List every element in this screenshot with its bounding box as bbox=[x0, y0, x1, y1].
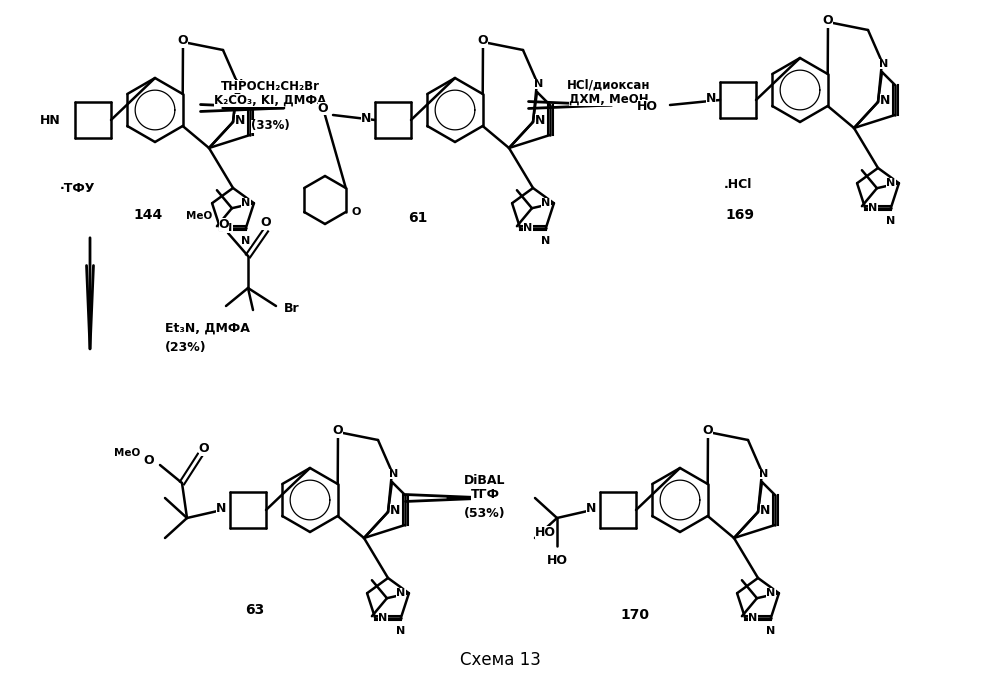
Text: N: N bbox=[361, 112, 371, 125]
Text: 61: 61 bbox=[409, 211, 428, 225]
Text: HO: HO bbox=[637, 99, 658, 112]
Text: Et₃N, ДМФА: Et₃N, ДМФА bbox=[165, 321, 250, 334]
Text: N: N bbox=[541, 236, 550, 246]
Text: N: N bbox=[886, 178, 895, 188]
Text: (33%): (33%) bbox=[251, 119, 290, 133]
Text: ДХМ, MeOH: ДХМ, MeOH bbox=[569, 93, 648, 106]
Text: O: O bbox=[702, 424, 713, 437]
Text: DiBAL: DiBAL bbox=[465, 473, 505, 486]
Text: Br: Br bbox=[284, 302, 300, 315]
Text: O: O bbox=[178, 35, 189, 48]
Text: O: O bbox=[352, 207, 362, 217]
Text: N: N bbox=[886, 216, 895, 226]
Text: N: N bbox=[868, 203, 878, 212]
Text: 144: 144 bbox=[134, 208, 163, 222]
Text: N: N bbox=[390, 469, 399, 479]
Text: N: N bbox=[879, 59, 889, 69]
Text: N: N bbox=[397, 588, 406, 598]
Text: N: N bbox=[748, 613, 757, 623]
Text: HO: HO bbox=[546, 554, 567, 567]
Text: HN: HN bbox=[40, 114, 61, 127]
Text: N: N bbox=[766, 588, 775, 598]
Text: O: O bbox=[261, 217, 272, 229]
Text: MeO: MeO bbox=[114, 448, 140, 458]
Text: N: N bbox=[759, 469, 768, 479]
Text: (23%): (23%) bbox=[165, 341, 207, 355]
Text: N: N bbox=[585, 501, 596, 515]
Text: N: N bbox=[535, 114, 545, 127]
Text: N: N bbox=[880, 93, 890, 106]
Text: K₂CO₃, KI, ДМФА: K₂CO₃, KI, ДМФА bbox=[214, 93, 326, 106]
Text: N: N bbox=[541, 198, 550, 208]
Text: THPOCH₂CH₂Br: THPOCH₂CH₂Br bbox=[221, 80, 320, 93]
Text: N: N bbox=[242, 236, 251, 246]
Text: (53%): (53%) bbox=[465, 507, 505, 520]
Text: N: N bbox=[390, 503, 401, 516]
Text: O: O bbox=[144, 454, 154, 467]
Text: O: O bbox=[333, 424, 344, 437]
Text: 170: 170 bbox=[620, 608, 649, 622]
Text: N: N bbox=[523, 223, 532, 233]
Text: N: N bbox=[235, 79, 244, 89]
Text: O: O bbox=[199, 443, 210, 456]
Text: HCl/диоксан: HCl/диоксан bbox=[567, 78, 650, 91]
Text: N: N bbox=[766, 626, 775, 636]
Text: O: O bbox=[318, 101, 329, 114]
Text: N: N bbox=[760, 503, 770, 516]
Text: 63: 63 bbox=[246, 603, 265, 617]
Text: N: N bbox=[235, 114, 246, 127]
Text: N: N bbox=[224, 223, 233, 233]
Text: N: N bbox=[242, 198, 251, 208]
Text: HO: HO bbox=[534, 526, 555, 539]
Text: 169: 169 bbox=[725, 208, 754, 222]
Text: N: N bbox=[534, 79, 543, 89]
Text: N: N bbox=[705, 91, 716, 104]
Text: O: O bbox=[823, 14, 833, 27]
Text: N: N bbox=[397, 626, 406, 636]
Text: O: O bbox=[219, 217, 230, 230]
Text: ТГФ: ТГФ bbox=[471, 488, 500, 501]
Text: .HCl: .HCl bbox=[724, 178, 752, 191]
Text: MeO: MeO bbox=[186, 211, 212, 221]
Text: ·ТФУ: ·ТФУ bbox=[60, 182, 95, 195]
Text: Схема 13: Схема 13 bbox=[460, 651, 540, 669]
Text: N: N bbox=[379, 613, 388, 623]
Text: N: N bbox=[216, 501, 226, 515]
Text: O: O bbox=[478, 35, 489, 48]
